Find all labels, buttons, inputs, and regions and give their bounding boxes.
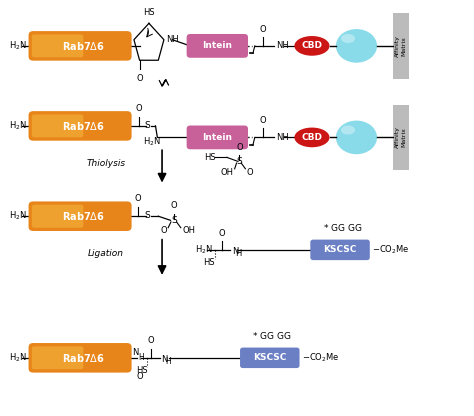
- Text: H$_2$N: H$_2$N: [9, 120, 27, 132]
- Bar: [392, 13, 410, 79]
- Text: S: S: [237, 157, 242, 166]
- Text: CBD: CBD: [301, 41, 322, 50]
- Text: N: N: [162, 354, 168, 364]
- Text: O: O: [236, 143, 243, 151]
- Text: NH: NH: [166, 35, 179, 44]
- Text: $-$CO$_2$Me: $-$CO$_2$Me: [372, 244, 410, 256]
- Text: KSCSC: KSCSC: [253, 353, 286, 362]
- Text: KSCSC: KSCSC: [323, 245, 357, 254]
- Text: HS: HS: [137, 366, 148, 376]
- Text: S: S: [145, 121, 150, 130]
- Text: OH: OH: [182, 226, 195, 235]
- Ellipse shape: [341, 126, 355, 134]
- FancyBboxPatch shape: [28, 201, 132, 231]
- Text: $*$ GG GG: $*$ GG GG: [253, 330, 292, 342]
- Text: O: O: [171, 201, 177, 210]
- Text: Rab7$\Delta$6: Rab7$\Delta$6: [63, 352, 105, 364]
- Text: H$_2$N: H$_2$N: [195, 244, 213, 256]
- Text: Rab7$\Delta$6: Rab7$\Delta$6: [63, 210, 105, 222]
- Ellipse shape: [341, 34, 355, 43]
- Ellipse shape: [294, 128, 329, 147]
- FancyBboxPatch shape: [187, 34, 248, 58]
- Text: N: N: [132, 348, 138, 357]
- Bar: [392, 104, 410, 170]
- Text: HS: HS: [204, 153, 216, 162]
- Text: O: O: [260, 116, 266, 125]
- Text: O: O: [136, 74, 143, 83]
- Text: Affinity
Matrix: Affinity Matrix: [395, 126, 407, 149]
- FancyBboxPatch shape: [32, 205, 83, 228]
- Text: Rab7$\Delta$6: Rab7$\Delta$6: [63, 120, 105, 132]
- Text: Rab7$\Delta$6: Rab7$\Delta$6: [63, 40, 105, 52]
- Text: O: O: [135, 104, 142, 113]
- Text: Ligation: Ligation: [88, 250, 124, 258]
- Text: O: O: [147, 337, 154, 346]
- Text: H: H: [165, 357, 171, 366]
- FancyBboxPatch shape: [310, 240, 370, 260]
- Text: O: O: [136, 372, 143, 381]
- Text: N: N: [232, 247, 238, 255]
- FancyBboxPatch shape: [28, 343, 132, 373]
- Ellipse shape: [336, 121, 377, 154]
- FancyBboxPatch shape: [28, 31, 132, 61]
- Text: OH: OH: [221, 168, 234, 176]
- Text: H$_2$N: H$_2$N: [9, 210, 27, 223]
- Text: O: O: [160, 226, 167, 235]
- Text: HS: HS: [203, 258, 215, 267]
- Text: HS: HS: [143, 8, 155, 17]
- Text: O: O: [134, 195, 141, 203]
- Text: $*$ GG GG: $*$ GG GG: [323, 223, 362, 233]
- Text: CBD: CBD: [301, 133, 322, 142]
- Text: $-$CO$_2$Me: $-$CO$_2$Me: [301, 352, 339, 364]
- Text: H$_2$N: H$_2$N: [143, 135, 161, 148]
- Text: Affinity
Matrix: Affinity Matrix: [395, 35, 407, 57]
- Text: S: S: [144, 211, 150, 220]
- Ellipse shape: [336, 29, 377, 63]
- FancyBboxPatch shape: [32, 114, 83, 137]
- Text: Intein: Intein: [202, 133, 232, 142]
- Text: H: H: [236, 250, 242, 258]
- FancyBboxPatch shape: [32, 346, 83, 369]
- Text: H$_2$N: H$_2$N: [9, 40, 27, 52]
- Text: H: H: [138, 353, 145, 362]
- Text: Thiolysis: Thiolysis: [86, 158, 126, 168]
- Text: Intein: Intein: [202, 41, 232, 50]
- Text: O: O: [260, 25, 266, 34]
- Text: NH: NH: [276, 41, 289, 50]
- Text: S: S: [171, 216, 177, 225]
- Text: H$_2$N: H$_2$N: [9, 352, 27, 364]
- FancyBboxPatch shape: [240, 347, 300, 368]
- Text: O: O: [246, 168, 253, 176]
- FancyBboxPatch shape: [187, 126, 248, 149]
- FancyBboxPatch shape: [32, 35, 83, 57]
- Ellipse shape: [294, 36, 329, 56]
- Text: O: O: [219, 228, 225, 238]
- Text: NH: NH: [276, 133, 289, 142]
- FancyBboxPatch shape: [28, 111, 132, 141]
